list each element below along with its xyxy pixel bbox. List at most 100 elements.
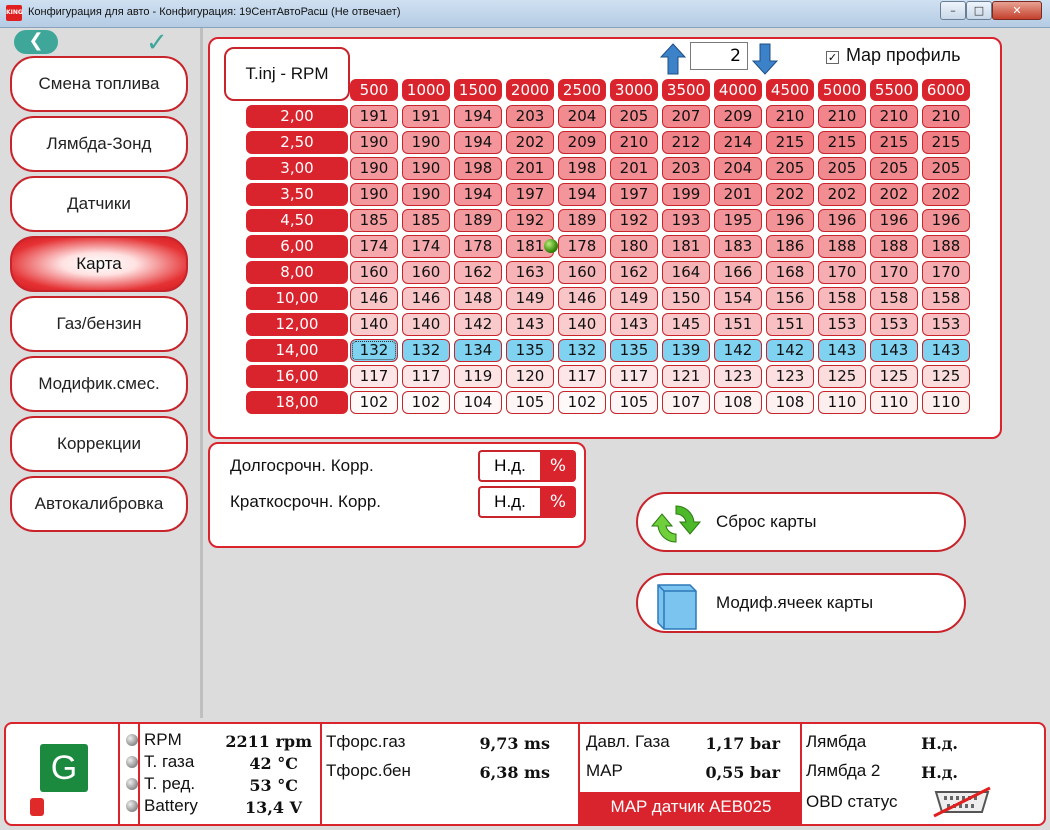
map-cell[interactable]: 185	[402, 209, 450, 232]
map-cell[interactable]: 149	[506, 287, 554, 310]
map-cell[interactable]: 105	[506, 391, 554, 414]
map-cell[interactable]: 190	[350, 131, 398, 154]
map-cell[interactable]: 145	[662, 313, 710, 336]
map-cell[interactable]: 125	[870, 365, 918, 388]
map-cell[interactable]: 153	[870, 313, 918, 336]
gas-mode-badge[interactable]: G	[40, 744, 88, 792]
map-cell[interactable]: 117	[610, 365, 658, 388]
map-cell[interactable]: 156	[766, 287, 814, 310]
map-cell[interactable]: 108	[714, 391, 762, 414]
map-cell[interactable]: 121	[662, 365, 710, 388]
map-cell[interactable]: 158	[922, 287, 970, 310]
map-cell[interactable]: 143	[610, 313, 658, 336]
map-cell[interactable]: 178	[454, 235, 502, 258]
map-cell[interactable]: 102	[402, 391, 450, 414]
map-cell[interactable]: 194	[454, 105, 502, 128]
map-cell[interactable]: 125	[818, 365, 866, 388]
map-cell[interactable]: 214	[714, 131, 762, 154]
map-cell[interactable]: 178	[558, 235, 606, 258]
map-cell[interactable]: 204	[714, 157, 762, 180]
map-cell[interactable]: 199	[662, 183, 710, 206]
map-cell[interactable]: 210	[818, 105, 866, 128]
map-cell[interactable]: 117	[558, 365, 606, 388]
map-cell[interactable]: 205	[922, 157, 970, 180]
map-cell[interactable]: 191	[402, 105, 450, 128]
map-cell[interactable]: 201	[610, 157, 658, 180]
map-cell[interactable]: 196	[870, 209, 918, 232]
map-cell[interactable]: 160	[558, 261, 606, 284]
modify-cells-button[interactable]: Модиф.ячеек карты	[636, 573, 966, 633]
map-cell[interactable]: 215	[818, 131, 866, 154]
check-icon[interactable]: ✓	[146, 28, 168, 58]
nav-item-8[interactable]: Автокалибровка	[10, 476, 188, 532]
map-cell[interactable]: 102	[350, 391, 398, 414]
map-cell[interactable]: 202	[506, 131, 554, 154]
map-cell[interactable]: 205	[870, 157, 918, 180]
map-cell[interactable]: 194	[454, 183, 502, 206]
map-cell[interactable]: 164	[662, 261, 710, 284]
maximize-button[interactable]: □	[966, 1, 992, 20]
map-profile-checkbox[interactable]: ✓	[826, 51, 839, 64]
map-cell[interactable]: 123	[714, 365, 762, 388]
reset-map-button[interactable]: Сброс карты	[636, 492, 966, 552]
map-cell[interactable]: 205	[766, 157, 814, 180]
map-cell[interactable]: 143	[818, 339, 866, 362]
map-cell[interactable]: 150	[662, 287, 710, 310]
map-cell[interactable]: 190	[402, 157, 450, 180]
map-cell[interactable]: 146	[350, 287, 398, 310]
map-cell[interactable]: 193	[662, 209, 710, 232]
nav-item-4[interactable]: Карта	[10, 236, 188, 292]
map-cell[interactable]: 185	[350, 209, 398, 232]
profile-number-input[interactable]: 2	[690, 42, 748, 70]
map-cell[interactable]: 170	[818, 261, 866, 284]
map-cell[interactable]: 117	[350, 365, 398, 388]
map-cell[interactable]: 203	[506, 105, 554, 128]
map-cell[interactable]: 110	[870, 391, 918, 414]
map-cell[interactable]: 105	[610, 391, 658, 414]
map-cell[interactable]: 140	[558, 313, 606, 336]
map-cell[interactable]: 108	[766, 391, 814, 414]
map-cell[interactable]: 140	[350, 313, 398, 336]
map-cell[interactable]: 186	[766, 235, 814, 258]
map-cell[interactable]: 142	[766, 339, 814, 362]
map-cell[interactable]: 142	[454, 313, 502, 336]
map-cell[interactable]: 215	[870, 131, 918, 154]
map-cell[interactable]: 188	[870, 235, 918, 258]
nav-item-2[interactable]: Лямбда-Зонд	[10, 116, 188, 172]
map-cell[interactable]: 194	[558, 183, 606, 206]
obd-connector-icon[interactable]	[930, 786, 994, 818]
map-cell[interactable]: 195	[714, 209, 762, 232]
map-cell[interactable]: 180	[610, 235, 658, 258]
map-cell[interactable]: 151	[766, 313, 814, 336]
map-cell[interactable]: 210	[922, 105, 970, 128]
map-cell[interactable]: 174	[350, 235, 398, 258]
map-cell[interactable]: 196	[922, 209, 970, 232]
nav-item-7[interactable]: Коррекции	[10, 416, 188, 472]
map-cell[interactable]: 163	[506, 261, 554, 284]
map-cell[interactable]: 160	[402, 261, 450, 284]
map-cell[interactable]: 162	[610, 261, 658, 284]
map-cell[interactable]: 110	[922, 391, 970, 414]
map-cell[interactable]: 110	[818, 391, 866, 414]
map-cell[interactable]: 210	[766, 105, 814, 128]
map-cell[interactable]: 201	[714, 183, 762, 206]
map-cell[interactable]: 170	[922, 261, 970, 284]
nav-item-3[interactable]: Датчики	[10, 176, 188, 232]
map-cell[interactable]: 207	[662, 105, 710, 128]
map-cell[interactable]: 153	[922, 313, 970, 336]
map-cell[interactable]: 153	[818, 313, 866, 336]
map-cell[interactable]: 119	[454, 365, 502, 388]
map-cell[interactable]: 142	[714, 339, 762, 362]
map-cell[interactable]: 191	[350, 105, 398, 128]
map-cell[interactable]: 160	[350, 261, 398, 284]
map-cell[interactable]: 198	[558, 157, 606, 180]
map-cell[interactable]: 190	[350, 183, 398, 206]
map-cell[interactable]: 107	[662, 391, 710, 414]
map-cell[interactable]: 190	[402, 131, 450, 154]
map-cell[interactable]: 192	[506, 209, 554, 232]
map-cell[interactable]: 188	[818, 235, 866, 258]
map-cell[interactable]: 135	[506, 339, 554, 362]
map-cell[interactable]: 192	[610, 209, 658, 232]
map-cell[interactable]: 158	[818, 287, 866, 310]
map-cell[interactable]: 183	[714, 235, 762, 258]
